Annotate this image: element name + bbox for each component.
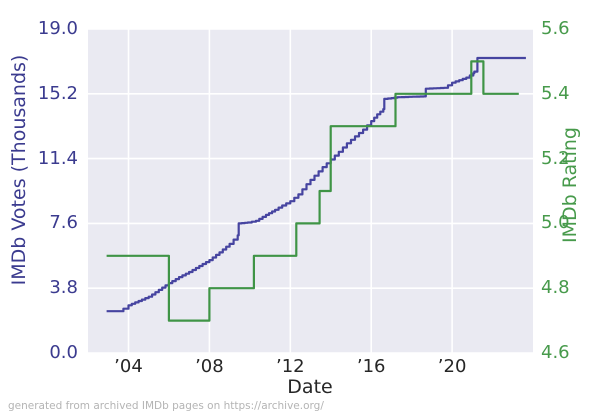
y-left-tick-label: 3.8 — [49, 277, 78, 299]
left-axis-title: IMDb Votes (Thousands) — [8, 54, 30, 286]
x-tick-label: ’08 — [195, 356, 224, 377]
votes-line — [106, 56, 526, 313]
y-left-tick-label: 15.2 — [37, 82, 78, 104]
y-left-tick-label: 11.4 — [37, 147, 78, 169]
y-left-tick-label: 19.0 — [37, 18, 78, 39]
y-right-tick-label: 4.8 — [541, 277, 570, 299]
x-axis-title: Date — [287, 376, 333, 398]
x-tick-label: ’16 — [356, 356, 386, 377]
y-right-tick-label: 5.0 — [541, 212, 570, 234]
y-right-tick-label: 5.6 — [541, 18, 570, 39]
plot-background — [88, 29, 533, 353]
y-right-tick-label: 5.4 — [541, 82, 570, 104]
y-right-tick-label: 5.2 — [541, 147, 570, 169]
x-tick-label: ’12 — [275, 356, 305, 377]
rating-line — [106, 60, 519, 322]
x-tick-label: ’04 — [114, 356, 143, 377]
x-tick-label: ’20 — [437, 356, 467, 377]
y-left-tick-label: 0.0 — [49, 342, 78, 363]
y-left-tick-label: 7.6 — [49, 212, 78, 234]
y-right-tick-label: 4.6 — [541, 342, 570, 363]
source-note: generated from archived IMDb pages on ht… — [8, 400, 324, 412]
